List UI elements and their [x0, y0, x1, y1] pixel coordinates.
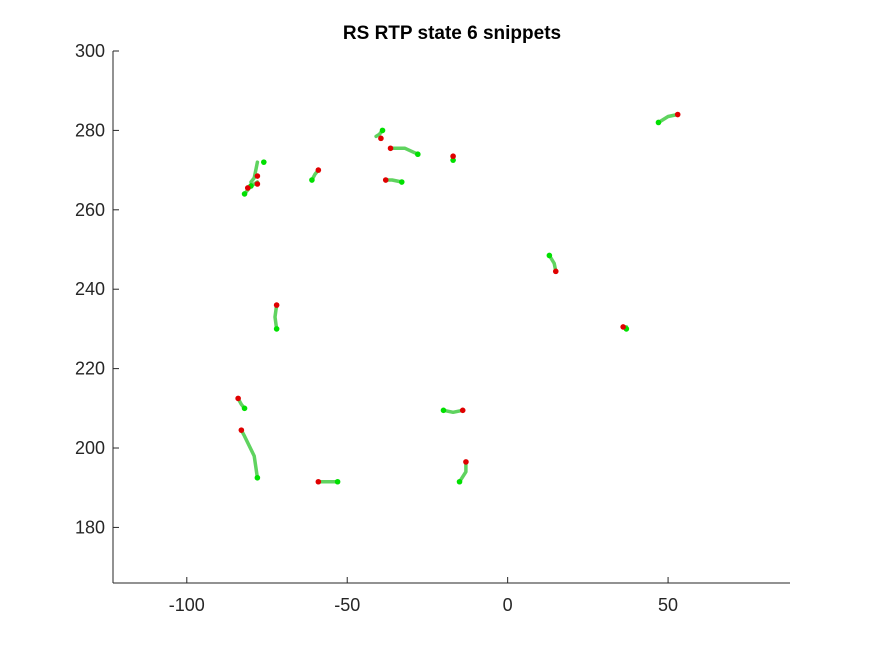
snippet-trajectory — [656, 112, 680, 125]
snippet-start-point — [273, 326, 280, 332]
y-tick-label: 300 — [75, 41, 105, 61]
snippet-end-point — [315, 167, 322, 173]
snippet-start-point — [334, 478, 341, 485]
snippet-start-point — [546, 252, 553, 259]
snippet-end-point — [382, 177, 389, 183]
snippet-end-point — [620, 324, 626, 330]
snippet-end-point — [459, 407, 466, 414]
snippet-trajectory — [390, 146, 420, 156]
y-tick-label: 220 — [75, 359, 105, 379]
snippet-trajectory — [441, 408, 465, 415]
snippet-start-point — [440, 407, 447, 414]
axes: 180 200 220 240 260 280 300 -100 -50 0 50 — [75, 41, 790, 615]
snippet-trajectory — [273, 303, 279, 331]
snippet-end-point — [254, 181, 261, 187]
y-tick-label: 280 — [75, 120, 105, 140]
chart-title: RS RTP state 6 snippets — [343, 23, 561, 44]
y-tick-label: 240 — [75, 279, 105, 299]
snippet-start-point — [241, 191, 248, 197]
snippet-start-point — [456, 478, 463, 485]
snippet-start-point — [241, 405, 248, 412]
x-tick-label: -50 — [334, 595, 360, 615]
y-tick-label: 200 — [75, 438, 105, 458]
snippet-end-point — [315, 478, 322, 485]
snippet-end-point — [254, 173, 261, 179]
snippet-end-point — [674, 111, 681, 118]
x-tick-label: 0 — [503, 595, 513, 615]
y-tick-label: 180 — [75, 517, 105, 537]
snippet-end-point — [244, 185, 251, 191]
snippet-end-point — [273, 302, 280, 308]
snippet-trajectory — [249, 160, 260, 184]
snippet-start-point — [655, 119, 662, 126]
snippet-end-point — [463, 459, 469, 465]
snippet-start-point — [261, 159, 267, 165]
snippet-end-point — [450, 153, 456, 160]
snippet-start-point — [415, 151, 421, 158]
snippet-start-point — [398, 179, 405, 185]
snippet-end-point — [235, 395, 241, 402]
y-tick-label: 260 — [75, 200, 105, 220]
snippet-end-point — [238, 427, 245, 433]
snippet-start-point — [254, 474, 261, 481]
snippet-end-point — [387, 145, 394, 152]
snippet-start-point — [450, 157, 456, 163]
snippet-end-point — [552, 268, 559, 275]
snippet-trajectory — [457, 460, 468, 484]
x-tick-label: -100 — [169, 595, 205, 615]
plot-area — [235, 111, 681, 485]
snippet-start-point — [379, 127, 386, 134]
snippet-start-point — [309, 177, 315, 183]
x-tick-label: 50 — [658, 595, 678, 615]
snippet-end-point — [378, 135, 384, 142]
snippet-trajectory — [239, 428, 260, 480]
